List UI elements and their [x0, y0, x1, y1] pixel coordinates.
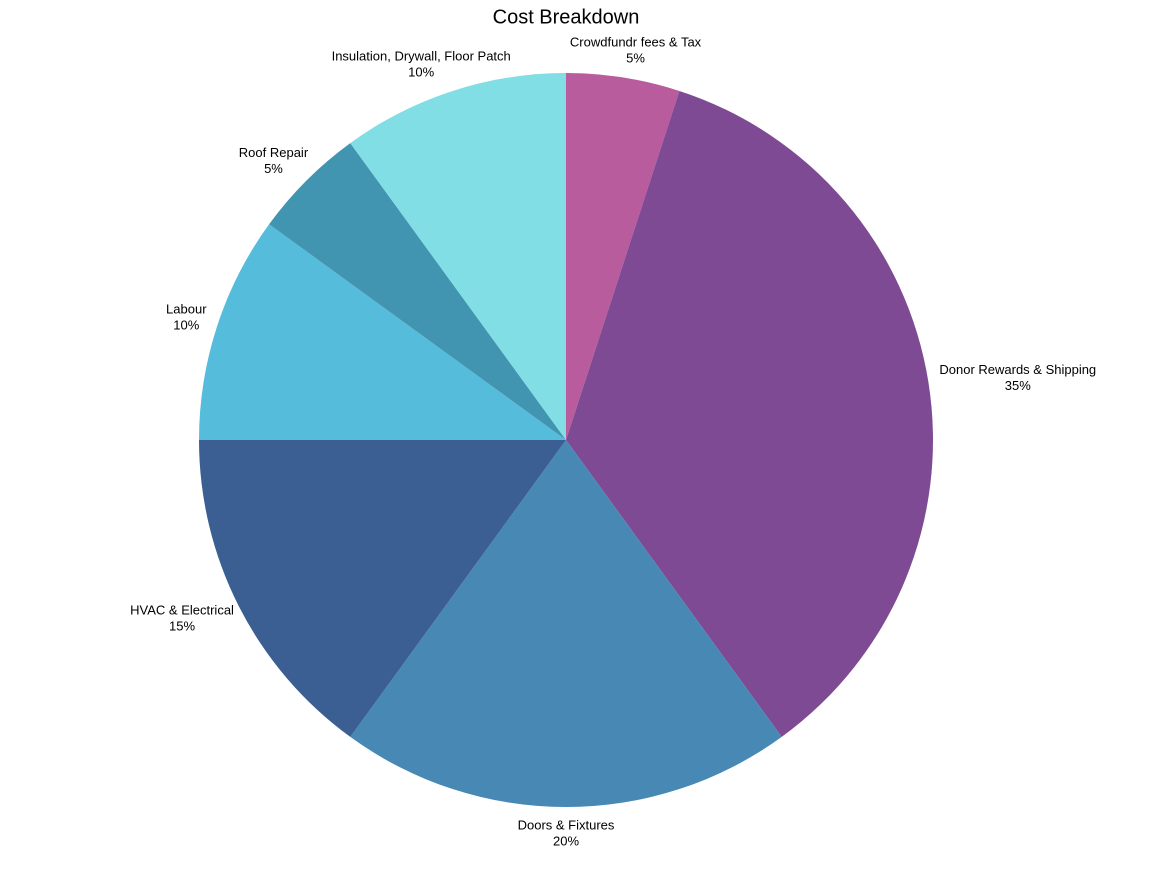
pie-slice — [350, 73, 566, 440]
value-label: 35% — [1005, 378, 1031, 393]
pie-slice — [199, 224, 566, 440]
pie-slice — [350, 440, 782, 807]
value-label: 10% — [408, 65, 434, 80]
pie-slice — [566, 73, 680, 440]
value-label: 5% — [264, 161, 283, 176]
pie-slice — [199, 440, 566, 737]
slice-label: Roof Repair — [239, 145, 309, 160]
chart-title: Cost Breakdown — [493, 6, 640, 28]
pie-slice — [269, 143, 566, 440]
value-label: 15% — [169, 618, 195, 633]
value-label: 20% — [553, 833, 579, 848]
value-label: 10% — [173, 318, 199, 333]
value-label: 5% — [626, 50, 645, 65]
slice-label: Labour — [166, 302, 207, 317]
slice-label: Doors & Fixtures — [518, 817, 615, 832]
slice-label: HVAC & Electrical — [130, 602, 234, 617]
slice-label: Donor Rewards & Shipping — [939, 362, 1096, 377]
pie-slice — [566, 90, 933, 737]
slice-label: Insulation, Drywall, Floor Patch — [332, 49, 511, 64]
slice-label: Crowdfundr fees & Tax — [570, 34, 702, 49]
